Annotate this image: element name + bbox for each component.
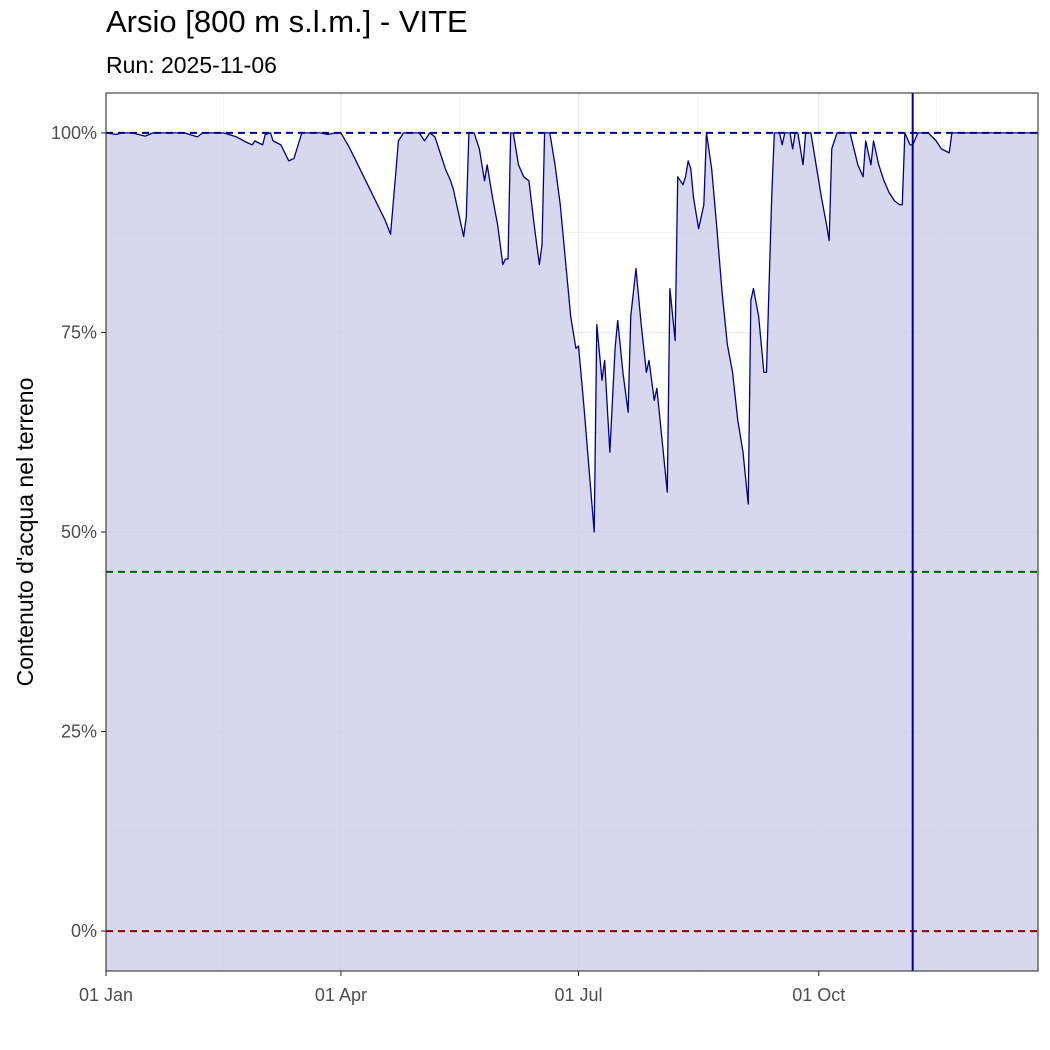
y-tick-label: 100% (51, 123, 97, 143)
y-tick-label: 50% (61, 522, 97, 542)
x-tick-label: 01 Oct (792, 985, 845, 1005)
y-tick-label: 25% (61, 722, 97, 742)
y-tick-label: 75% (61, 322, 97, 342)
x-tick-label: 01 Jan (79, 985, 133, 1005)
soil-water-line (105, 132, 1038, 533)
x-tick-label: 01 Apr (315, 985, 367, 1005)
y-tick-label: 0% (71, 921, 97, 941)
chart-subtitle: Run: 2025-11-06 (106, 52, 277, 78)
y-axis-title: Contenuto d'acqua nel terreno (12, 378, 38, 687)
x-tick-label: 01 Jul (555, 985, 603, 1005)
chart-title: Arsio [800 m s.l.m.] - VITE (106, 4, 468, 39)
soil-water-area (106, 132, 1038, 971)
